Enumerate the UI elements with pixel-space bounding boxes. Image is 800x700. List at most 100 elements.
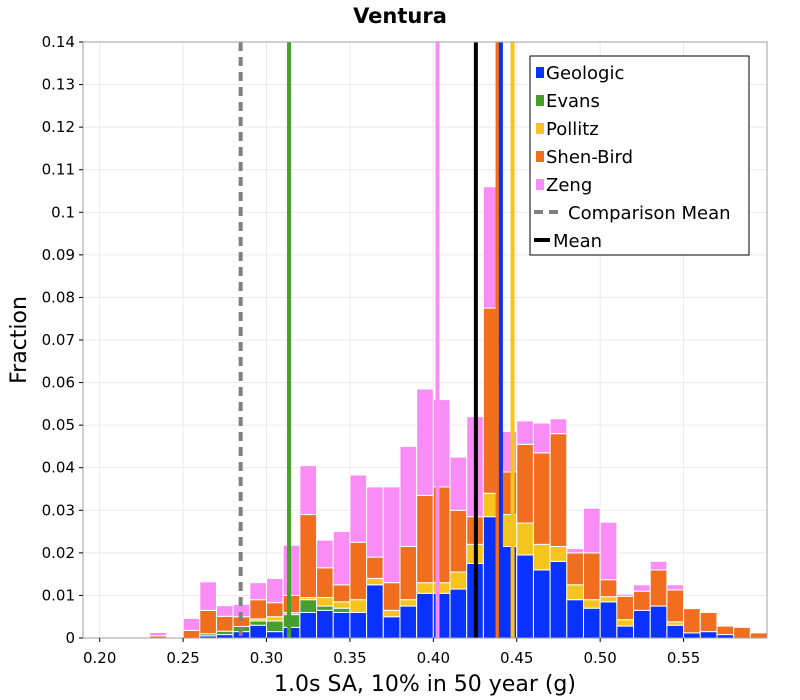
bar-evans [316,605,334,611]
bar-pollitz [666,621,685,626]
bar-zeng [366,486,384,558]
bar-zeng [532,422,551,454]
bar-geologic [649,605,668,639]
legend-swatch-geologic [536,67,544,78]
x-axis-ticks: 0.20 0.25 0.30 0.35 0.40 0.45 0.50 0.55 [83,638,700,667]
legend-label-evans: Evans [546,91,600,112]
bar-shen-bird [182,629,201,639]
bar-shen-bird [249,599,268,620]
bar-geologic [299,611,318,639]
x-tick-label: 0.55 [667,649,700,667]
bar-geologic [332,611,351,639]
bar-pollitz [516,522,534,556]
bar-geologic [683,632,701,639]
legend-label-mean: Mean [553,231,602,252]
legend-swatch-pollitz [536,123,544,134]
bar-shen-bird [516,443,534,524]
bar-shen-bird [316,567,334,599]
bar-zeng [215,605,234,617]
bar-zeng [416,388,434,496]
legend-label-shen-bird: Shen-Bird [546,147,633,168]
bar-geologic [366,584,384,639]
bar-zeng [516,420,534,445]
legend-swatch-zeng [536,179,544,190]
bar-evans [266,620,284,633]
bar-zeng [649,560,668,571]
bar-geologic [349,611,368,639]
bar-zeng [382,486,401,584]
bar-evans [215,630,234,636]
bar-zeng [566,548,584,554]
legend-swatch-evans [536,95,544,106]
bar-shen-bird [582,552,601,601]
bar-zeng [549,418,568,435]
y-tick-label: 0.05 [42,416,75,434]
bar-zeng [249,582,268,601]
x-tick-label: 0.35 [333,649,366,667]
bar-shen-bird [349,541,368,601]
bar-shen-bird [549,433,568,547]
bar-zeng [299,465,318,516]
bar-pollitz [382,609,401,618]
y-tick-label: 0.11 [42,161,75,179]
bar-shen-bird [666,589,685,623]
y-tick-label: 0.01 [42,586,75,604]
legend-label-comparison-mean: Comparison Mean [568,203,731,224]
bar-pollitz [582,599,601,609]
bar-pollitz [366,577,384,586]
bar-zeng [182,617,201,631]
x-tick-label: 0.40 [417,649,450,667]
bar-shen-bird [699,611,718,633]
bar-geologic [666,624,685,639]
bar-shen-bird [366,556,384,579]
x-axis-title: 1.0s SA, 10% in 50 year (g) [274,672,576,697]
bar-shen-bird [566,552,584,586]
bar-geologic [716,634,735,639]
y-tick-label: 0.12 [42,118,75,136]
bar-zeng [633,584,651,592]
legend-label-zeng: Zeng [546,175,592,196]
y-tick-label: 0.03 [42,501,75,519]
bar-shen-bird [266,602,284,618]
mean-lines [238,42,515,638]
bar-shen-bird [749,632,768,639]
bar-geologic [416,592,434,639]
bar-shen-bird [399,545,418,601]
bar-geologic [399,605,418,639]
bar-geologic [599,601,618,639]
x-tick-label: 0.20 [83,649,116,667]
bar-pollitz [399,599,418,607]
y-tick-label: 0 [65,629,75,647]
bar-pollitz [566,584,584,601]
bar-zeng [149,631,167,637]
bar-shen-bird [633,590,651,611]
x-tick-label: 0.25 [166,649,199,667]
bar-shen-bird [449,509,468,573]
y-tick-label: 0.09 [42,246,75,264]
bar-shen-bird [683,608,701,634]
bar-zeng [582,507,601,554]
bar-pollitz [616,619,635,627]
bar-geologic [566,599,584,639]
bar-pollitz [316,597,334,607]
bar-pollitz [549,545,568,562]
y-tick-label: 0.07 [42,331,75,349]
bar-shen-bird [332,584,351,603]
y-tick-label: 0.14 [42,33,75,51]
x-tick-label: 0.30 [250,649,283,667]
y-tick-label: 0.08 [42,288,75,306]
y-tick-label: 0.1 [51,203,75,221]
bar-shen-bird [599,579,618,598]
bar-zeng [399,445,418,547]
bar-geologic [249,624,268,639]
bar-pollitz [599,596,618,603]
bar-geologic [282,626,301,639]
bar-geologic [633,609,651,639]
bar-evans [332,607,351,613]
bar-pollitz [349,599,368,613]
bar-evans [282,614,301,628]
bar-zeng [616,593,635,597]
bar-pollitz [332,601,351,609]
bar-zeng [666,584,685,591]
bar-zeng [199,581,217,611]
